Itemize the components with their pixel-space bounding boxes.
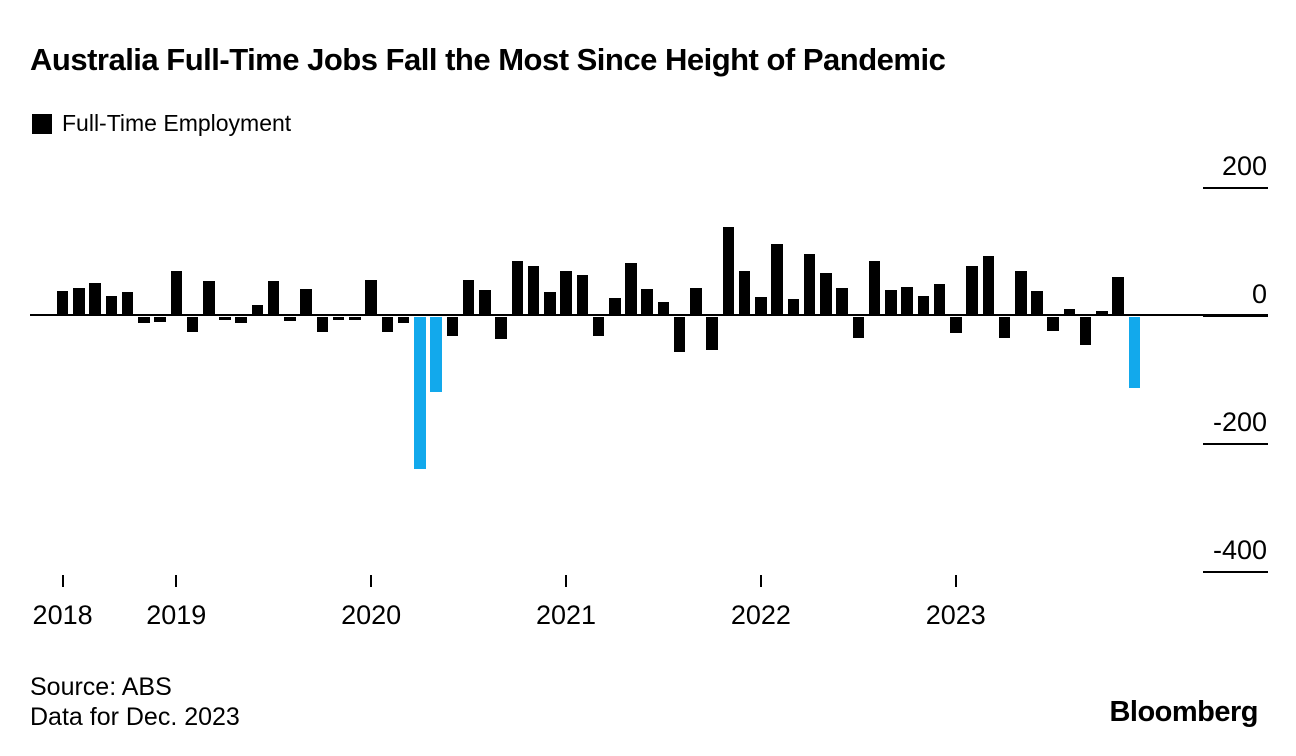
x-tick-2021 xyxy=(565,575,568,587)
legend-swatch-icon xyxy=(32,113,52,134)
x-tick-label-2019: 2019 xyxy=(146,600,207,630)
legend: Full-Time Employment xyxy=(32,110,291,137)
bar-2019-12 xyxy=(349,317,361,320)
bar-2020-02 xyxy=(381,317,394,332)
x-tick-label-2022: 2022 xyxy=(730,600,791,630)
bar-2019-07 xyxy=(267,281,280,315)
bar-2021-02 xyxy=(576,275,589,315)
bar-2022-01 xyxy=(755,297,767,315)
y-tick-label-200: 200 xyxy=(1221,151,1267,181)
bar-2022-03 xyxy=(787,299,800,315)
x-tick-2018 xyxy=(61,575,64,587)
bar-2023-04 xyxy=(998,317,1011,339)
bar-2021-04 xyxy=(609,298,621,315)
bar-2022-11 xyxy=(917,295,930,315)
bar-2022-07 xyxy=(852,317,865,339)
bar-2022-02 xyxy=(771,243,783,315)
y-tick-line-200 xyxy=(1203,187,1268,189)
bar-2018-11 xyxy=(138,317,150,323)
bar-2022-09 xyxy=(885,290,897,315)
bar-2023-12 xyxy=(1128,317,1141,389)
y-tick-line-0 xyxy=(1203,315,1268,317)
bar-2019-04 xyxy=(219,317,231,321)
bloomberg-logo: Bloomberg xyxy=(1109,696,1258,728)
bar-2023-01 xyxy=(950,317,962,333)
bar-2019-05 xyxy=(235,317,247,323)
bar-2023-05 xyxy=(1015,271,1027,315)
bar-2023-07 xyxy=(1047,317,1059,332)
bar-2021-10 xyxy=(706,317,718,350)
bar-2019-11 xyxy=(332,317,345,320)
bar-2020-05 xyxy=(430,317,442,392)
y-tick-line--200 xyxy=(1203,443,1268,445)
bar-2022-04 xyxy=(803,254,816,315)
x-tick-label-2018: 2018 xyxy=(32,600,93,630)
y-tick-label--400: -400 xyxy=(1212,535,1267,565)
x-tick-label-2023: 2023 xyxy=(925,600,986,630)
bar-2021-06 xyxy=(641,289,653,315)
bar-2018-12 xyxy=(154,317,166,323)
bar-2020-03 xyxy=(397,317,410,324)
bar-2023-09 xyxy=(1079,317,1092,345)
bar-2022-06 xyxy=(836,288,848,315)
x-tick-2022 xyxy=(759,575,762,587)
bar-2020-12 xyxy=(544,291,556,315)
bar-2023-03 xyxy=(982,256,995,315)
bar-2019-09 xyxy=(300,289,312,315)
x-tick-label-2021: 2021 xyxy=(535,600,597,630)
bar-2021-03 xyxy=(592,317,605,337)
x-tick-label-2020: 2020 xyxy=(341,600,402,630)
bar-2018-08 xyxy=(89,283,101,315)
bar-2019-08 xyxy=(284,317,296,321)
bar-2020-11 xyxy=(527,265,540,315)
zero-axis-line xyxy=(30,314,1268,316)
source-note: Source: ABS Data for Dec. 2023 xyxy=(30,672,240,732)
bar-2021-12 xyxy=(738,270,751,315)
data-note-line: Data for Dec. 2023 xyxy=(30,703,240,731)
bar-2018-09 xyxy=(105,295,118,315)
bar-2020-10 xyxy=(511,260,524,315)
bar-2022-10 xyxy=(901,286,913,315)
bar-2019-01 xyxy=(170,271,183,315)
bar-2021-01 xyxy=(560,270,572,315)
bar-2020-01 xyxy=(365,280,377,315)
y-tick-label--200: -200 xyxy=(1212,407,1267,437)
bar-2019-02 xyxy=(186,317,199,332)
bar-2018-07 xyxy=(73,288,85,315)
y-tick-line--400 xyxy=(1203,571,1268,573)
bar-2019-03 xyxy=(203,281,215,315)
chart-title: Australia Full-Time Jobs Fall the Most S… xyxy=(30,42,946,77)
bar-2022-08 xyxy=(868,260,881,315)
bar-2020-07 xyxy=(462,280,475,315)
bar-2022-12 xyxy=(933,283,946,315)
bar-2022-05 xyxy=(820,272,832,315)
bar-2021-07 xyxy=(657,302,670,315)
bar-2019-06 xyxy=(251,304,264,315)
bar-2020-09 xyxy=(495,317,507,339)
bar-2020-06 xyxy=(446,317,459,337)
bar-2023-02 xyxy=(966,265,978,315)
bar-2021-05 xyxy=(625,262,637,315)
bar-2023-10 xyxy=(1096,310,1108,315)
y-tick-label-0: 0 xyxy=(1251,279,1267,309)
bar-2021-11 xyxy=(722,226,735,315)
bar-2019-10 xyxy=(316,317,329,332)
bar-2023-08 xyxy=(1063,309,1076,315)
bar-2018-06 xyxy=(56,290,69,315)
bar-2023-06 xyxy=(1031,291,1043,315)
x-tick-2019 xyxy=(175,575,178,587)
x-tick-2023 xyxy=(954,575,957,587)
source-line: Source: ABS xyxy=(30,673,172,701)
x-tick-2020 xyxy=(370,575,373,587)
bar-2021-08 xyxy=(673,317,686,352)
bar-2021-09 xyxy=(690,288,702,315)
bar-2020-08 xyxy=(479,290,491,315)
bar-2018-10 xyxy=(121,291,134,315)
legend-label: Full-Time Employment xyxy=(62,110,292,136)
bar-2020-04 xyxy=(414,317,426,469)
bar-2023-11 xyxy=(1112,276,1124,315)
